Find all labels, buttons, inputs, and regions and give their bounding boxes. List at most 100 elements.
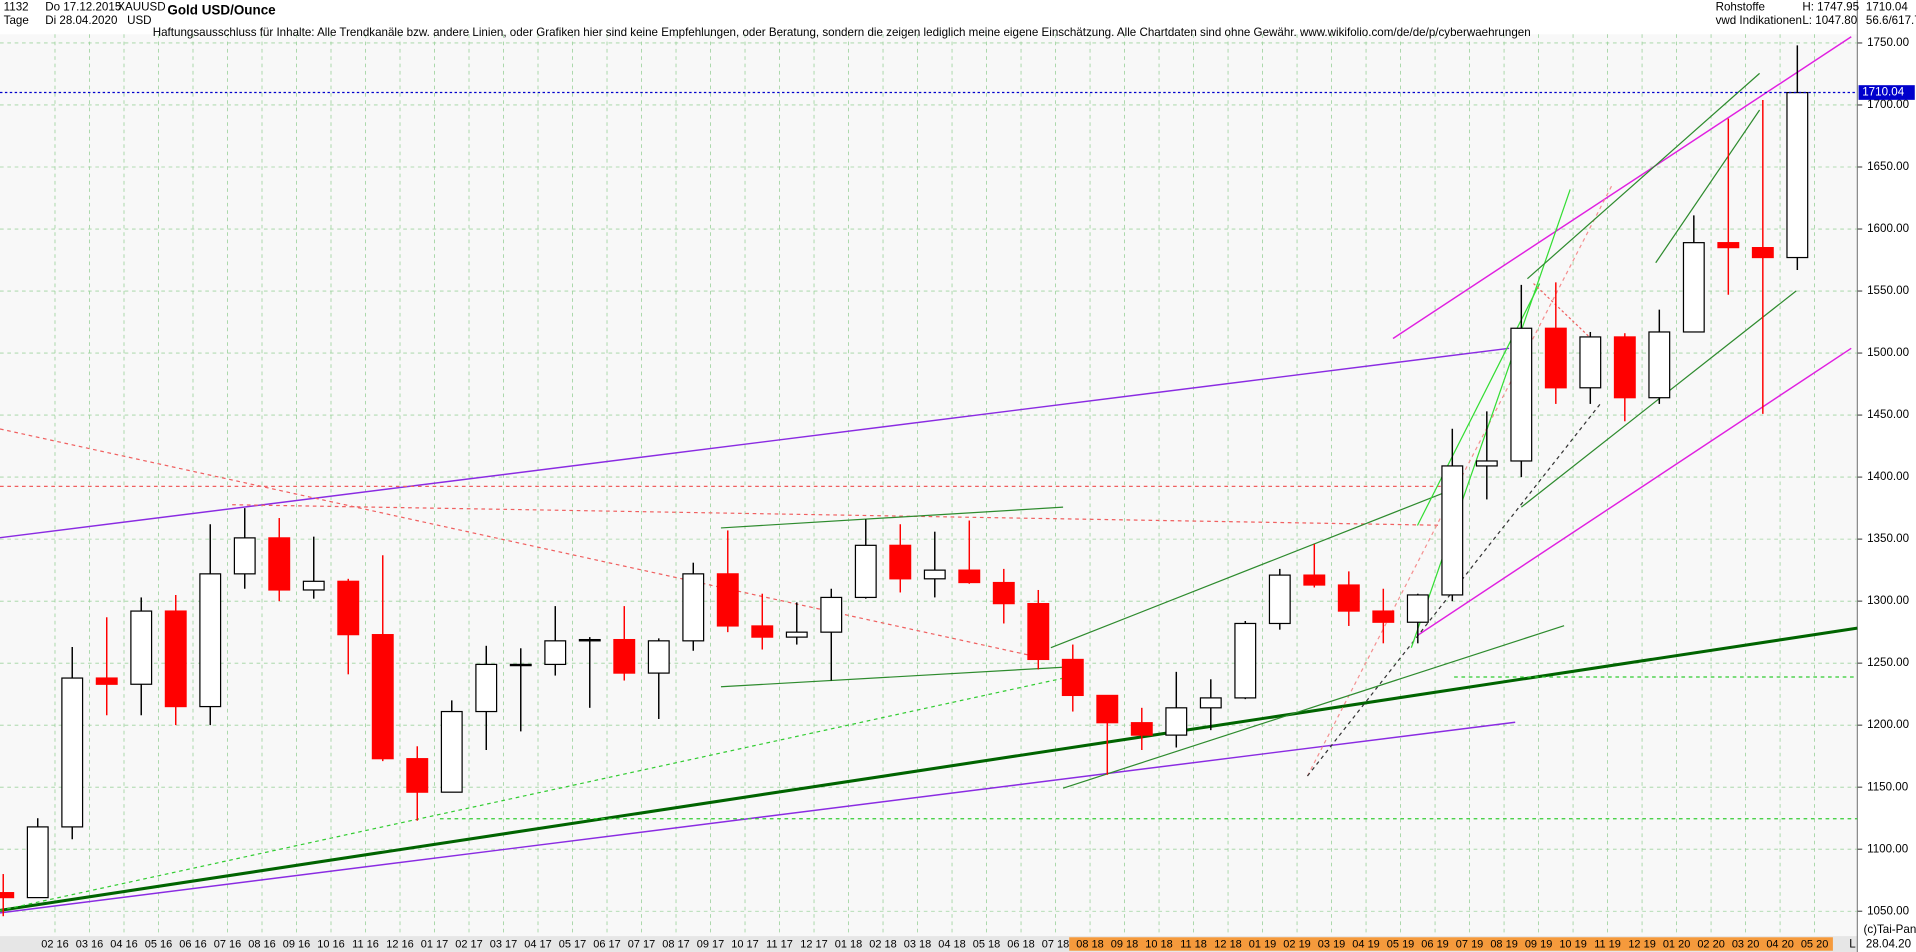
x-tick-label: 12 17: [800, 939, 828, 951]
source: vwd Indikationen: [1716, 14, 1802, 27]
candle-body: [475, 663, 498, 713]
x-tick-label: 10 17: [731, 939, 759, 951]
period: Tage: [4, 14, 29, 27]
candle-body: [1199, 697, 1222, 709]
candle-body: [958, 569, 981, 584]
x-tick-label: 05 17: [559, 939, 587, 951]
x-tick-label: 04 17: [524, 939, 552, 951]
x-tick-label: 09 19: [1525, 939, 1553, 951]
x-tick-label: 12 18: [1214, 939, 1242, 951]
candle-body: [1441, 465, 1464, 596]
candle-body: [820, 596, 843, 633]
candle-body: [1337, 584, 1360, 612]
x-tick-label: 07 17: [628, 939, 656, 951]
candle-body: [1682, 242, 1705, 333]
candle-body: [26, 826, 49, 899]
candle-body: [509, 663, 532, 667]
x-tick-label: 04 20: [1766, 939, 1794, 951]
sector: Rohstoffe: [1716, 0, 1765, 13]
x-tick-label: 12 16: [386, 939, 414, 951]
candle-body: [889, 544, 912, 580]
trend-line: [1050, 488, 1455, 649]
y-tick-label: 1300.00: [1867, 594, 1909, 607]
x-tick-label: 03 18: [904, 939, 932, 951]
last-price-label: 1710.04: [1862, 86, 1904, 99]
trend-line: [0, 428, 1051, 661]
trend-line: [0, 626, 1858, 912]
x-tick-label: 08 19: [1490, 939, 1518, 951]
x-tick-label: 11 17: [766, 939, 793, 951]
ratio: 56.6/617.7: [1866, 14, 1916, 27]
x-tick-label: 06 17: [593, 939, 621, 951]
candle-body: [164, 610, 187, 708]
trend-line: [232, 504, 1455, 527]
candle-body: [0, 892, 15, 899]
disclaimer: Haftungsausschluss für Inhalte: Alle Tre…: [153, 26, 1531, 39]
x-tick-label: 08 18: [1076, 939, 1104, 951]
x-tick-label: 04 16: [110, 939, 138, 951]
candle-body: [1510, 327, 1533, 462]
candle-body: [1406, 594, 1429, 623]
y-tick-label: 1250.00: [1867, 656, 1909, 669]
date-highlight: [1069, 937, 1833, 951]
x-tick-label: 03 17: [490, 939, 518, 951]
candle-body: [1544, 327, 1567, 389]
candle-body: [1475, 460, 1498, 467]
x-tick-label: 11 18: [1180, 939, 1207, 951]
x-tick-label: 01 18: [835, 939, 863, 951]
candle-body: [923, 569, 946, 580]
candle-body: [1648, 331, 1671, 399]
candle-body: [95, 677, 118, 685]
candle-body: [406, 758, 429, 793]
x-tick-label: 07 18: [1042, 939, 1070, 951]
x-tick-label: 09 18: [1111, 939, 1139, 951]
candle-body: [440, 710, 463, 793]
y-tick-label: 1350.00: [1867, 532, 1909, 545]
symbol: XAUUSD: [117, 0, 165, 13]
trend-line: [1062, 625, 1565, 789]
trend-line: [1417, 347, 1852, 637]
x-tick-label: 09 16: [283, 939, 311, 951]
candle-body: [1096, 694, 1119, 724]
candle-body: [199, 573, 222, 708]
candle-body: [1165, 707, 1188, 736]
candle-body: [1027, 603, 1050, 661]
x-tick-label: 08 17: [662, 939, 690, 951]
trend-line: [1410, 189, 1571, 648]
low: L: 1047.80: [1802, 14, 1857, 27]
axis-date: 28.04.20: [1866, 938, 1911, 951]
x-tick-label: 11 16: [352, 939, 379, 951]
trend-line: [720, 506, 1064, 529]
trend-line: [720, 666, 1064, 688]
y-tick-label: 1400.00: [1867, 470, 1909, 483]
x-tick-label: 01 19: [1249, 939, 1277, 951]
x-tick-label: 09 17: [697, 939, 725, 951]
x-tick-label: 05 18: [973, 939, 1001, 951]
x-tick-label: 02 18: [869, 939, 897, 951]
candle-body: [1786, 91, 1809, 259]
trend-line: [0, 721, 1516, 914]
trend-line: [0, 347, 1510, 539]
trend-line: [1527, 72, 1760, 280]
y-tick-label: 1550.00: [1867, 284, 1909, 297]
candle-body: [1717, 242, 1740, 249]
x-tick-label: 08 16: [248, 939, 275, 951]
candle-body: [1268, 574, 1291, 625]
high: H: 1747.95: [1802, 0, 1859, 13]
trend-line: [0, 677, 1064, 911]
candle-body: [1579, 336, 1602, 389]
x-tick-label: 10 19: [1559, 939, 1587, 951]
x-tick-label: 06 18: [1007, 939, 1035, 951]
x-tick-label: 07 19: [1456, 939, 1484, 951]
candle-body: [302, 580, 325, 591]
x-tick-label: 02 17: [455, 939, 483, 951]
candle-body: [544, 640, 567, 666]
y-tick-label: 1700.00: [1867, 98, 1909, 111]
start-date: Do 17.12.2015: [45, 0, 121, 13]
x-tick-label: 04 18: [938, 939, 966, 951]
x-tick-label: 04 19: [1352, 939, 1380, 951]
x-tick-label: 11 19: [1594, 939, 1621, 951]
y-tick-label: 1100.00: [1867, 842, 1908, 855]
currency: USD: [127, 14, 151, 27]
